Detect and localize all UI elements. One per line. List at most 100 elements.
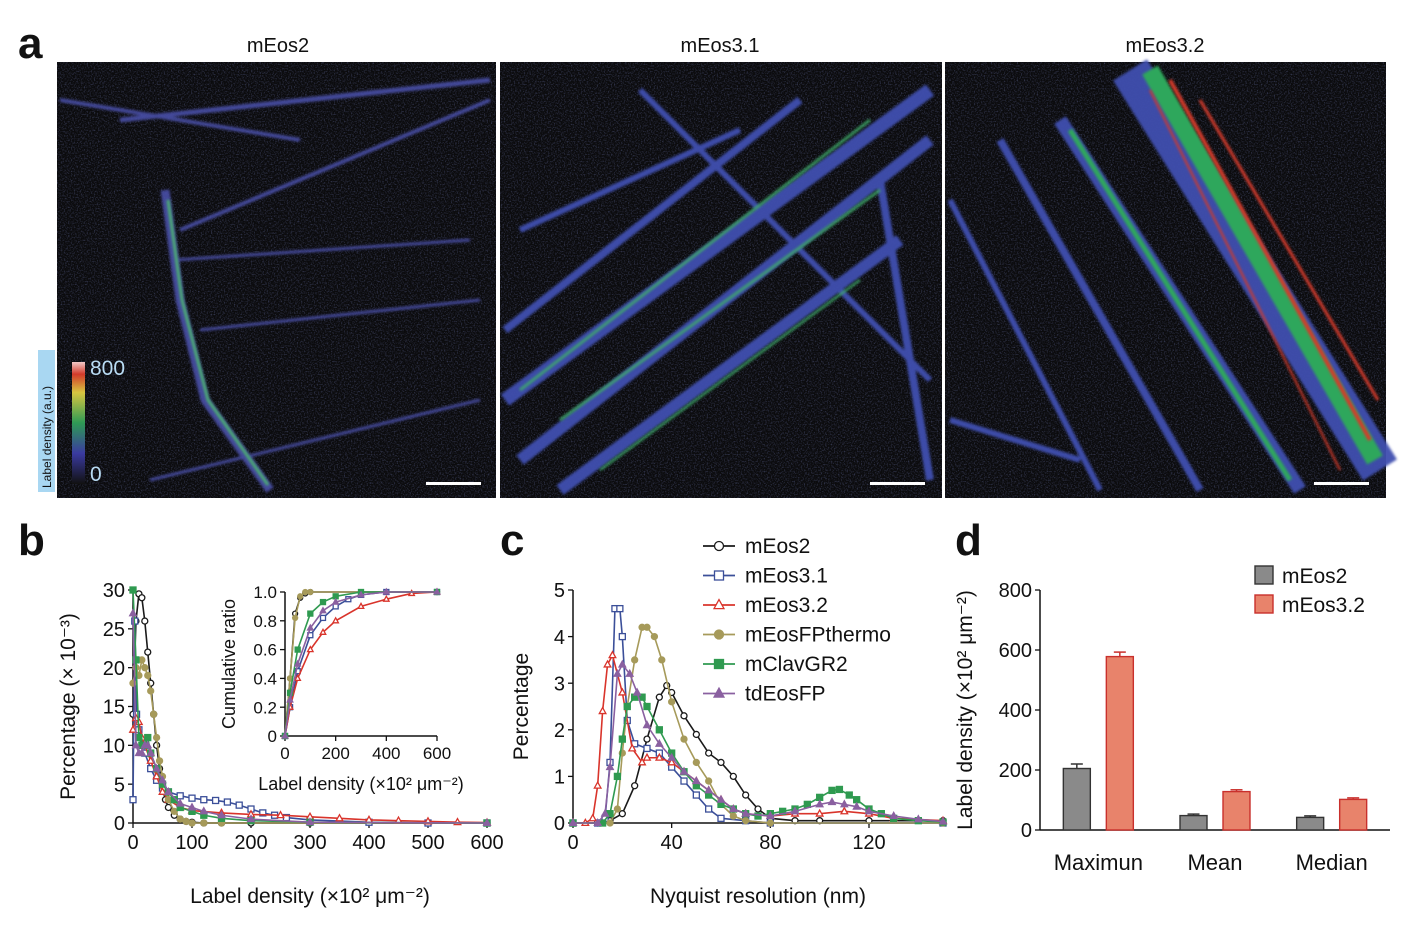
legend-swatch-mEos3.2 <box>1254 594 1274 614</box>
x-tick-label: 200 <box>321 744 349 763</box>
data-point-mClavGR2 <box>655 726 663 734</box>
data-point-mEosFPthermo <box>138 656 146 664</box>
data-point-tdEosFP <box>790 806 800 815</box>
data-point-tdEosFP <box>164 786 173 795</box>
data-point-mEosFPthermo <box>613 805 622 813</box>
panel-label-b: b <box>18 516 45 565</box>
data-point-mEosFPthermo <box>643 623 651 631</box>
x-tick-label: 600 <box>470 832 503 854</box>
y-tick-label: 0.2 <box>253 698 277 717</box>
data-point-mEos3.1 <box>235 801 243 809</box>
data-point-tdEosFP <box>319 606 327 614</box>
bar-mEos2-Maximun <box>1062 767 1092 831</box>
data-point-mClavGR2 <box>129 586 137 594</box>
data-point-mEosFPthermo <box>297 593 304 600</box>
data-point-mEos3.2 <box>608 650 617 659</box>
y-tick-label: 0.4 <box>253 670 277 689</box>
colorbar-label: Label density (a.u.) <box>40 386 54 488</box>
y-tick-label: 0 <box>114 813 125 835</box>
data-point-tdEosFP <box>741 808 751 817</box>
y-tick-label: 400 <box>999 700 1032 722</box>
data-point-tdEosFP <box>625 668 635 677</box>
y-tick-label: 0 <box>554 813 565 835</box>
data-point-mEos2 <box>705 749 713 757</box>
data-point-mEosFPthermo <box>680 735 688 743</box>
data-point-mEosFPthermo <box>658 656 666 664</box>
data-point-mEos2 <box>643 735 651 743</box>
legend-label-mEos3.2: mEos3.2 <box>745 594 828 617</box>
x-tick-label: 100 <box>175 832 208 854</box>
data-point-tdEosFP <box>305 817 315 826</box>
legend-marker-mEos2 <box>713 540 725 552</box>
data-point-tdEosFP <box>728 804 738 813</box>
data-point-mEos3.2 <box>306 645 315 653</box>
x-tick-label: 600 <box>423 744 451 763</box>
legend-marker-mEos3.2 <box>712 598 726 610</box>
data-point-mEos2 <box>729 772 737 781</box>
legend-label-mEos2: mEos2 <box>1282 565 1347 588</box>
series-line-mEosFPthermo <box>132 656 487 824</box>
data-point-mEosFPthermo <box>606 819 614 827</box>
x-axis-label: Label density (×10² μm⁻²) <box>258 774 463 794</box>
panel-b-chart: 0 100 200 300 400 500 600 0 5 10 15 20 25 30 Label den… <box>57 580 504 908</box>
data-point-mEos3.2 <box>667 757 677 766</box>
data-point-mEos3.2 <box>158 786 167 795</box>
y-tick-label: 1 <box>554 767 565 789</box>
data-point-tdEosFP <box>654 738 664 747</box>
y-axis-label: Label density (×10² μm⁻²) <box>954 590 977 830</box>
data-point-mEos3.2 <box>335 813 344 822</box>
y-tick-label: 0.6 <box>253 641 277 660</box>
y-tick-label: 200 <box>999 760 1032 782</box>
data-point-mEos2 <box>680 712 688 720</box>
y-tick-label: 3 <box>554 673 565 695</box>
bar-mEos2-Mean <box>1179 814 1208 831</box>
x-axis-label: Nyquist resolution (nm) <box>650 885 866 908</box>
data-point-mClavGR2 <box>294 646 301 653</box>
data-point-mEos3.2 <box>593 780 603 789</box>
image-title-meos3-2: mEos3.2 <box>1126 35 1205 57</box>
y-tick-label: 0 <box>1021 820 1032 842</box>
data-point-mEos3.1 <box>223 798 232 806</box>
data-point-mEos3.2 <box>407 589 416 597</box>
data-point-tdEosFP <box>691 776 701 785</box>
y-tick-label: 600 <box>999 640 1032 662</box>
data-point-mEos3.2 <box>128 724 138 733</box>
data-point-mEosFPthermo <box>766 819 774 827</box>
x-tick-label: 80 <box>759 832 781 854</box>
x-tick-label: 500 <box>411 832 444 854</box>
data-point-mEosFPthermo <box>650 632 659 641</box>
legend-label-mEos3.2: mEos3.2 <box>1282 594 1365 617</box>
data-point-tdEosFP <box>679 766 689 775</box>
data-point-tdEosFP <box>642 720 652 729</box>
data-point-mEos3.1 <box>618 632 626 641</box>
data-point-tdEosFP <box>913 814 923 823</box>
legend-label-mEos2: mEos2 <box>745 535 810 558</box>
data-point-mEos2 <box>138 594 146 602</box>
data-point-mEos3.2 <box>382 594 391 602</box>
data-point-mEosFPthermo <box>144 671 152 680</box>
data-point-mEos3.1 <box>692 791 700 799</box>
data-point-tdEosFP <box>158 775 167 784</box>
data-point-mEos3.2 <box>642 752 652 761</box>
data-point-mEos2 <box>164 803 173 812</box>
data-point-mEosFPthermo <box>302 588 309 596</box>
legend-marker-mEos3.1 <box>713 570 725 581</box>
y-axis-label: Percentage (× 10⁻³) <box>57 613 80 800</box>
data-point-tdEosFP <box>175 798 185 807</box>
data-point-mEos3.2 <box>627 743 637 752</box>
data-point-mEos3.1 <box>211 796 220 805</box>
data-point-mEos3.2 <box>331 616 340 624</box>
y-tick-label: 30 <box>103 580 125 602</box>
panel-label-a: a <box>18 19 43 68</box>
data-point-mClavGR2 <box>623 702 631 711</box>
legend-panel-d: mEos2 mEos3.2 <box>1254 565 1365 617</box>
data-point-mEos3.1 <box>643 744 651 753</box>
data-point-mEosFPthermo <box>188 819 196 827</box>
data-point-mEosFPthermo <box>147 687 155 695</box>
data-point-mEos3.2 <box>839 806 849 815</box>
data-point-tdEosFP <box>143 740 153 749</box>
data-point-tdEosFP <box>632 687 642 696</box>
data-point-tdEosFP <box>852 801 862 810</box>
data-point-mEosFPthermo <box>729 812 737 820</box>
y-tick-label: 20 <box>103 658 125 680</box>
